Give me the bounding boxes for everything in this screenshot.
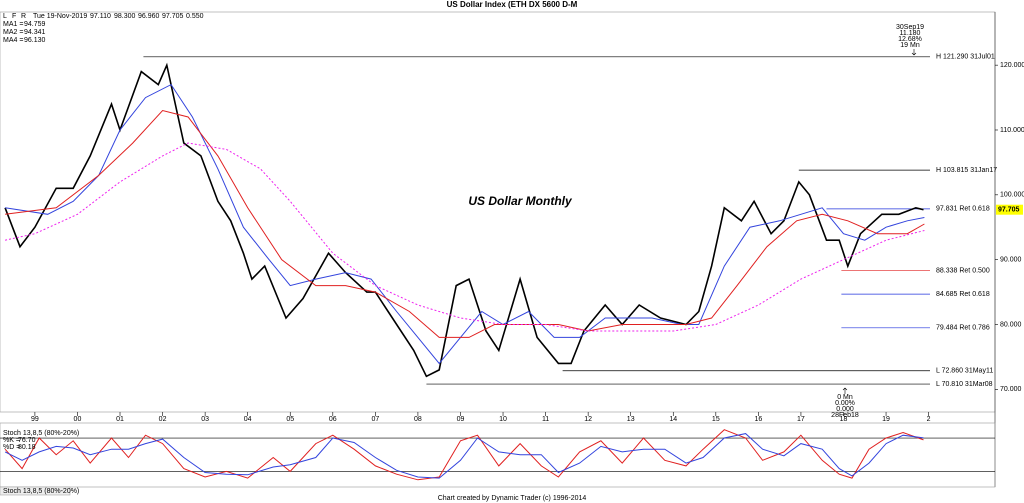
legend-value: 94.759 <box>24 21 46 28</box>
x-tick-label: 17 <box>797 416 805 423</box>
x-tick-label: 06 <box>329 416 337 423</box>
chart-subtitle: US Dollar Monthly <box>468 194 573 208</box>
stoch-frame <box>0 422 996 488</box>
y-tick-label: 80.000 <box>1000 321 1022 328</box>
last-price-label: 97.705 <box>998 207 1020 214</box>
x-tick-label: 14 <box>669 416 677 423</box>
legend-value: 80.18 <box>18 444 36 451</box>
level-label: L 72.860 31May11 <box>936 368 993 375</box>
x-tick-label: 16 <box>754 416 762 423</box>
x-tick-label: 04 <box>244 416 252 423</box>
x-tick-label: 2 <box>927 416 931 423</box>
x-tick-label: 13 <box>627 416 635 423</box>
info-quote: 96.960 <box>138 13 160 20</box>
level-label: 88.338 Ret 0.500 <box>936 267 990 274</box>
legend-value: 76.70 <box>18 437 36 444</box>
level-label: 84.685 Ret 0.618 <box>936 291 990 298</box>
legend-label: MA1 = <box>3 21 23 28</box>
legend-value: 94.341 <box>24 29 46 36</box>
annotation-text: 0 Mn <box>837 394 853 401</box>
x-tick-label: 11 <box>542 416 549 423</box>
annotation-text: 12.68% <box>898 36 922 43</box>
x-tick-label: 19 <box>882 416 890 423</box>
x-tick-label: 02 <box>159 416 167 423</box>
annotation-text: 11.180 <box>900 30 921 37</box>
y-tick-label: 110.000 <box>1000 127 1024 134</box>
series-line <box>5 83 925 365</box>
y-tick-label: 120.000 <box>1000 62 1024 69</box>
info-quote: 97.110 <box>90 13 111 20</box>
chart-title: US Dollar Index (ETH DX 5600 D-M <box>447 0 578 9</box>
annotation-arrow <box>911 49 917 56</box>
annotation-arrow <box>842 387 848 394</box>
x-tick-label: 00 <box>74 416 82 423</box>
x-tick-label: 12 <box>584 416 592 423</box>
y-tick-label: 70.000 <box>1000 386 1022 393</box>
x-tick-label: 07 <box>371 416 379 423</box>
annotation-text: 30Sep19 <box>896 24 924 31</box>
legend-label: %D = <box>3 444 20 451</box>
annotation-text: 0.000 <box>836 406 854 413</box>
x-tick-label: 15 <box>712 416 720 423</box>
legend-label: %K = <box>3 437 20 444</box>
info-quote: 98.300 <box>114 13 136 20</box>
legend-label: MA2 = <box>3 29 23 36</box>
x-tick-label: 10 <box>499 416 507 423</box>
series-line <box>4 429 924 481</box>
x-tick-label: 05 <box>286 416 294 423</box>
series-line <box>4 142 925 332</box>
toolbar-button[interactable]: L <box>3 13 7 20</box>
legend-label: MA4 = <box>3 37 23 44</box>
footer: Chart created by Dynamic Trader (c) 1996… <box>438 495 587 502</box>
level-label: H 103.815 31Jan17 <box>936 167 997 174</box>
series-line <box>4 62 924 378</box>
toolbar-button[interactable]: F <box>12 13 16 20</box>
annotation-text: 19 Mn <box>900 42 920 49</box>
info-date: Tue 19-Nov-2019 <box>33 13 87 20</box>
info-quote: 97.705 <box>162 13 184 20</box>
series-line <box>4 433 924 479</box>
annotation-text: 0.00% <box>835 400 855 407</box>
annotation-text: 28Feb18 <box>831 412 859 419</box>
series-line <box>5 109 925 338</box>
panel-tab[interactable] <box>0 486 71 496</box>
x-tick-label: 18 <box>840 416 848 423</box>
x-tick-label: 03 <box>201 416 209 423</box>
y-tick-label: 100.000 <box>1000 192 1024 199</box>
legend-value: 96.130 <box>24 37 46 44</box>
info-change: 0.550 <box>186 13 204 20</box>
level-label: H 121.290 31Jul01 <box>936 54 995 61</box>
x-tick-label: 09 <box>457 416 465 423</box>
x-tick-label: 99 <box>31 416 39 423</box>
level-label: L 70.810 31Mar08 <box>936 381 993 388</box>
x-tick-label: 08 <box>414 416 422 423</box>
last-price-tag <box>996 204 1023 215</box>
level-label: 79.484 Ret 0.786 <box>936 325 990 332</box>
panel-tab-label[interactable]: Stoch 13,8,5 (80%-20%) <box>3 488 79 495</box>
level-label: 97.831 Ret 0.618 <box>936 206 990 213</box>
stoch-title: Stoch 13,8,5 (80%-20%) <box>3 430 79 437</box>
x-tick-label: 01 <box>116 416 124 423</box>
y-tick-label: 90.000 <box>1000 256 1022 263</box>
toolbar-button[interactable]: R <box>21 13 26 20</box>
